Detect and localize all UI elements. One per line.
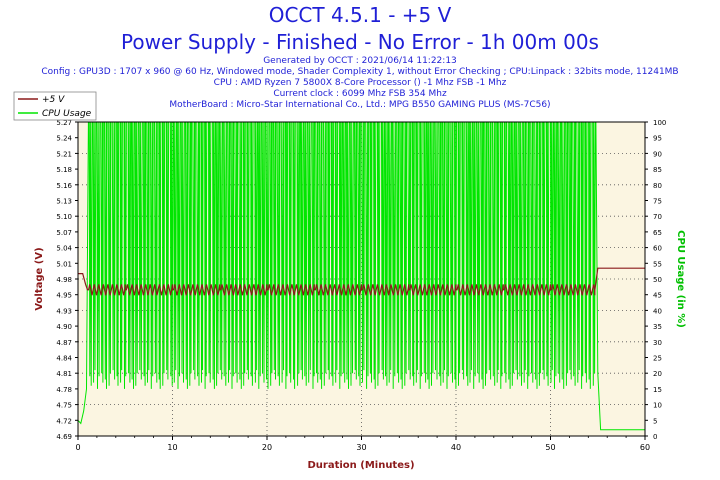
tick-label-y-left: 4.69 [56,433,72,441]
tick-label-y-left: 4.75 [56,402,72,410]
legend: +5 V CPU Usage [13,91,97,121]
chart-subtitle: Power Supply - Finished - No Error - 1h … [121,30,599,54]
tick-label-y-right: 90 [653,150,662,158]
tick-label-y-left: 5.04 [56,245,72,253]
tick-label-y-right: 70 [653,213,662,221]
tick-label-y-right: 15 [653,386,662,394]
tick-label-x: 0 [75,443,80,452]
x-axis-label: Duration (Minutes) [307,460,414,471]
tick-label-y-left: 4.90 [56,323,72,331]
tick-label-y-right: 95 [653,135,662,143]
info-generated: Generated by OCCT : 2021/06/14 11:22:13 [263,56,457,66]
tick-label-y-right: 85 [653,166,662,174]
tick-label-y-right: 55 [653,260,662,268]
tick-label-y-right: 40 [653,307,662,315]
info-clock: Current clock : 6099 Mhz FSB 354 Mhz [273,89,447,99]
tick-label-y-left: 4.84 [56,355,72,363]
tick-label-y-right: 75 [653,198,662,206]
tick-label-y-right: 80 [653,182,662,190]
legend-label-voltage: +5 V [42,95,65,105]
chart-title: OCCT 4.5.1 - +5 V [268,3,452,27]
tick-label-y-right: 0 [653,433,657,441]
tick-label-y-right: 60 [653,245,662,253]
tick-label-y-left: 5.21 [56,150,72,158]
tick-label-y-left: 5.01 [56,260,72,268]
legend-label-cpu: CPU Usage [42,109,92,119]
info-config: Config : GPU3D : 1707 x 960 @ 60 Hz, Win… [41,67,679,77]
tick-label-y-right: 35 [653,323,662,331]
tick-label-y-left: 4.72 [56,417,72,425]
tick-label-y-left: 5.24 [56,135,72,143]
y-axis-label-right: CPU Usage (in %) [675,230,686,328]
tick-label-y-left: 5.27 [56,119,72,127]
tick-label-x: 60 [640,443,650,452]
legend-box [13,91,97,121]
tick-label-y-left: 5.16 [56,182,72,190]
y-axis-label-left: Voltage (V) [34,247,45,310]
tick-label-y-left: 4.78 [56,386,72,394]
tick-label-y-left: 4.95 [56,292,72,300]
info-motherboard: MotherBoard : Micro-Star International C… [169,100,551,110]
tick-label-y-left: 5.13 [56,198,72,206]
tick-label-x: 20 [262,443,272,452]
tick-label-y-right: 100 [653,119,666,127]
tick-label-y-right: 30 [653,339,662,347]
tick-label-y-right: 5 [653,417,657,425]
tick-label-y-left: 5.18 [56,166,72,174]
tick-labels: 0 10 20 30 40 50 604.694.724.754.784.814.844.8… [56,119,666,452]
tick-label-y-left: 4.98 [56,276,72,284]
tick-label-x: 50 [545,443,555,452]
tick-label-y-right: 10 [653,402,662,410]
tick-label-y-left: 4.93 [56,307,72,315]
tick-label-y-right: 20 [653,370,662,378]
tick-label-x: 10 [167,443,177,452]
tick-label-y-right: 65 [653,229,662,237]
tick-label-y-right: 25 [653,355,662,363]
tick-label-y-left: 5.10 [56,213,72,221]
tick-label-y-left: 4.87 [56,339,72,347]
tick-label-y-right: 50 [653,276,662,284]
tick-label-x: 40 [451,443,461,452]
series-line-voltage [78,267,645,296]
tick-label-y-right: 45 [653,292,662,300]
tick-label-x: 30 [356,443,366,452]
info-cpu: CPU : AMD Ryzen 7 5800X 8-Core Processor… [213,78,507,88]
tick-label-y-left: 5.07 [56,229,72,237]
tick-label-y-left: 4.81 [56,370,72,378]
